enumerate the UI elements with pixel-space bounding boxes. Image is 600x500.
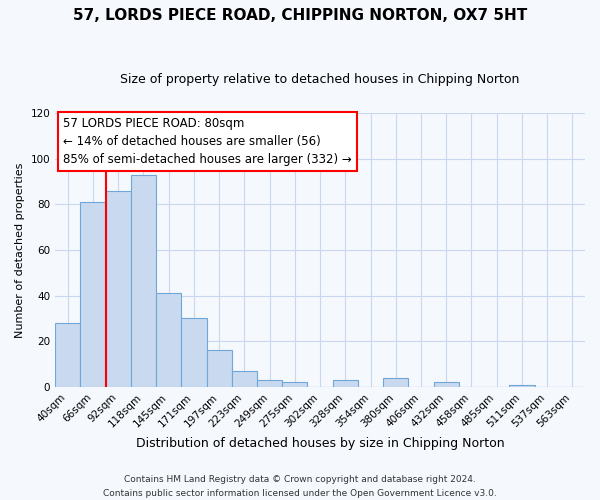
Bar [106, 190, 131, 387]
Bar [332, 380, 358, 387]
Bar [509, 384, 535, 387]
Bar [232, 371, 257, 387]
X-axis label: Distribution of detached houses by size in Chipping Norton: Distribution of detached houses by size … [136, 437, 505, 450]
Text: Contains HM Land Registry data © Crown copyright and database right 2024.
Contai: Contains HM Land Registry data © Crown c… [103, 476, 497, 498]
Bar [257, 380, 282, 387]
Bar [181, 318, 206, 387]
Text: 57, LORDS PIECE ROAD, CHIPPING NORTON, OX7 5HT: 57, LORDS PIECE ROAD, CHIPPING NORTON, O… [73, 8, 527, 22]
Bar [206, 350, 232, 387]
Bar [383, 378, 409, 387]
Bar [156, 294, 181, 387]
Bar [434, 382, 459, 387]
Bar [282, 382, 307, 387]
Bar [80, 202, 106, 387]
Text: 57 LORDS PIECE ROAD: 80sqm
← 14% of detached houses are smaller (56)
85% of semi: 57 LORDS PIECE ROAD: 80sqm ← 14% of deta… [63, 117, 352, 166]
Title: Size of property relative to detached houses in Chipping Norton: Size of property relative to detached ho… [121, 72, 520, 86]
Bar [131, 174, 156, 387]
Bar [55, 323, 80, 387]
Y-axis label: Number of detached properties: Number of detached properties [15, 162, 25, 338]
